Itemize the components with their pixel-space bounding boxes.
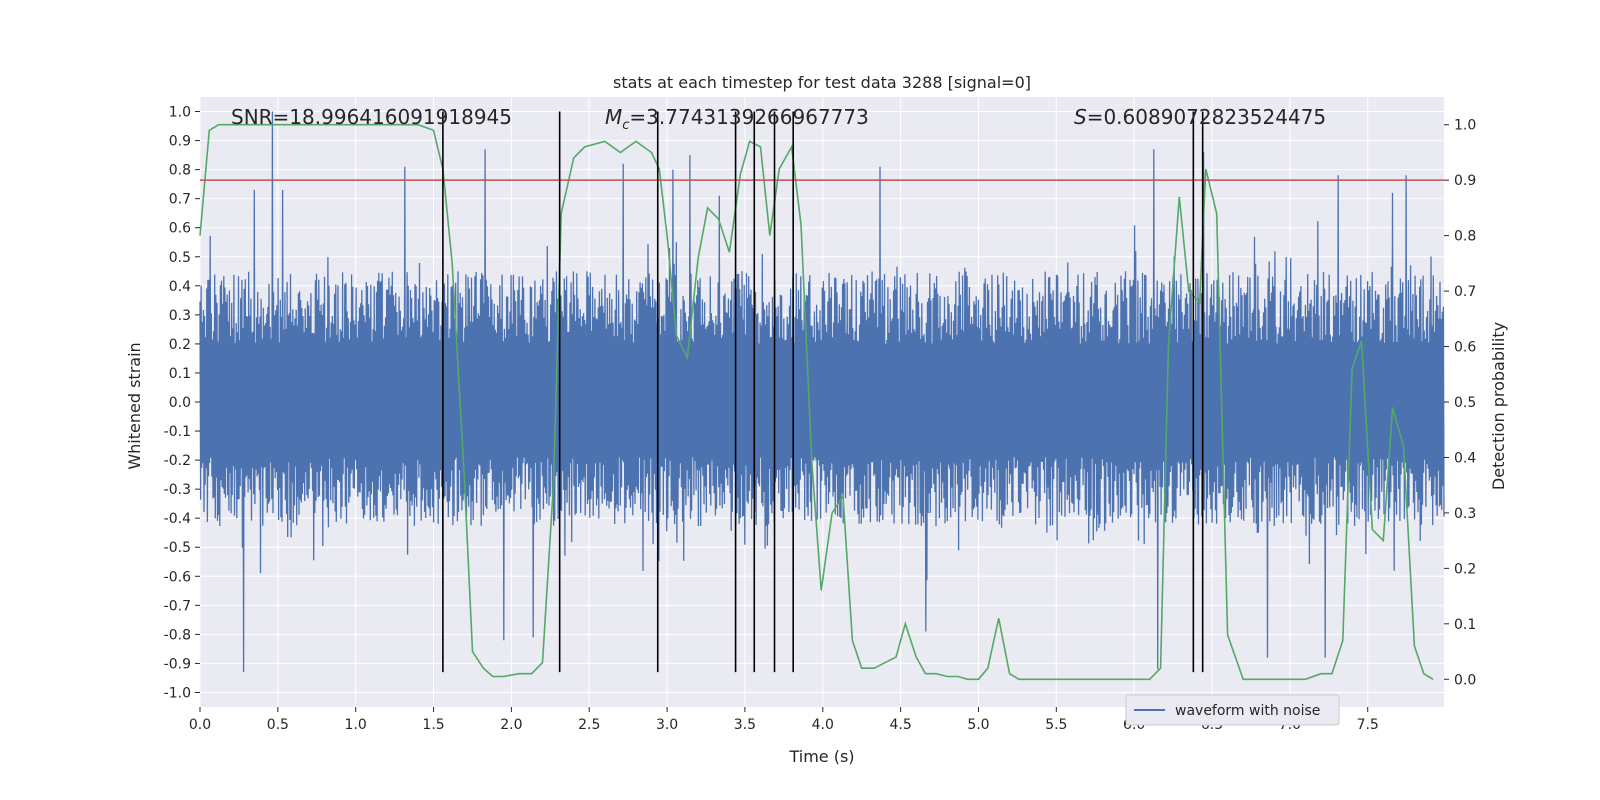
x-tick-label: 7.5: [1357, 717, 1379, 733]
y-tick-label: 1.0: [169, 105, 191, 121]
y-tick-label: -0.9: [164, 656, 191, 672]
y-tick-label: 0.5: [169, 250, 191, 266]
waveform-line: [199, 111, 1445, 673]
x-tick-label: 3.5: [734, 717, 756, 733]
chirp-mass-annotation: Mc=3.7743139266967773: [605, 105, 869, 133]
x-tick-label: 1.5: [422, 717, 444, 733]
x-tick-label: 2.0: [500, 717, 522, 733]
y-right-tick-label: 0.0: [1454, 672, 1476, 688]
y-tick-label: 0.9: [169, 134, 191, 150]
x-tick-label: 4.5: [889, 717, 911, 733]
chart-title: stats at each timestep for test data 328…: [613, 73, 1031, 92]
probability-trace: [199, 123, 1434, 681]
waveform-trace: [199, 111, 1445, 673]
y-tick-label: 0.4: [169, 279, 191, 295]
y-axis-left-ticks: 1.0 0.9 0.8 0.7 0.6 0.5 0.4 0.3 0.2 0.1 0.0 -0.1 -0.…: [164, 105, 200, 701]
s-symbol: S: [1074, 105, 1087, 129]
snr-annotation: SNR=18.996416091918945: [231, 105, 512, 129]
vertical-markers: [442, 111, 1204, 673]
mc-symbol: M: [605, 105, 622, 129]
y-right-tick-label: 0.1: [1454, 617, 1476, 633]
mc-value: =3.7743139266967773: [629, 105, 868, 129]
legend-label: waveform with noise: [1175, 703, 1320, 719]
y-tick-label: 0.3: [169, 308, 191, 324]
x-tick-label: 5.0: [967, 717, 989, 733]
y-tick-label: -0.6: [164, 569, 191, 585]
mc-subscript: c: [622, 118, 629, 133]
y-axis-left-label: Whitened strain: [125, 342, 144, 469]
y-right-tick-label: 0.3: [1454, 506, 1476, 522]
x-tick-label: 3.0: [656, 717, 678, 733]
x-tick-label: 1.0: [345, 717, 367, 733]
y-right-tick-label: 1.0: [1454, 118, 1476, 134]
x-tick-label: 2.5: [578, 717, 600, 733]
y-right-tick-label: 0.4: [1454, 450, 1476, 466]
y-right-tick-label: 0.7: [1454, 284, 1476, 300]
y-tick-label: 0.0: [169, 395, 191, 411]
s-annotation: S=0.6089072823524475: [1074, 105, 1326, 129]
y-tick-label: -0.1: [164, 424, 191, 440]
y-tick-label: -0.3: [164, 482, 191, 498]
x-tick-label: 5.5: [1045, 717, 1067, 733]
y-tick-label: -0.4: [164, 511, 191, 527]
x-tick-label: 4.0: [812, 717, 834, 733]
y-tick-label: 0.1: [169, 366, 191, 382]
y-tick-label: 0.2: [169, 337, 191, 353]
x-tick-label: 0.5: [267, 717, 289, 733]
y-tick-label: 0.6: [169, 221, 191, 237]
x-tick-label: 0.0: [189, 717, 211, 733]
legend-box: [1125, 694, 1340, 726]
y-tick-label: -0.5: [164, 540, 191, 556]
y-tick-label: -0.8: [164, 627, 191, 643]
y-right-tick-label: 0.9: [1454, 173, 1476, 189]
x-axis-ticks: 0.00.51.01.52.02.53.03.54.04.55.05.56.06…: [189, 707, 1379, 733]
y-tick-label: -1.0: [164, 685, 191, 701]
x-axis-label: Time (s): [788, 747, 854, 766]
y-axis-right-label: Detection probability: [1489, 322, 1508, 490]
y-right-tick-label: 0.2: [1454, 561, 1476, 577]
probability-line: [199, 123, 1434, 681]
y-tick-label: 0.7: [169, 192, 191, 208]
s-value: =0.6089072823524475: [1087, 105, 1326, 129]
y-right-tick-label: 0.5: [1454, 395, 1476, 411]
legend: waveform with noise: [1125, 694, 1340, 726]
y-tick-label: -0.7: [164, 598, 191, 614]
y-tick-label: -0.2: [164, 453, 191, 469]
y-tick-label: 0.8: [169, 163, 191, 179]
y-right-tick-label: 0.6: [1454, 340, 1476, 356]
y-axis-right-ticks: 1.0 0.9 0.8 0.7 0.6 0.5 0.4 0.3 0.2 0.1 0.0: [1444, 118, 1476, 688]
y-right-tick-label: 0.8: [1454, 229, 1476, 245]
